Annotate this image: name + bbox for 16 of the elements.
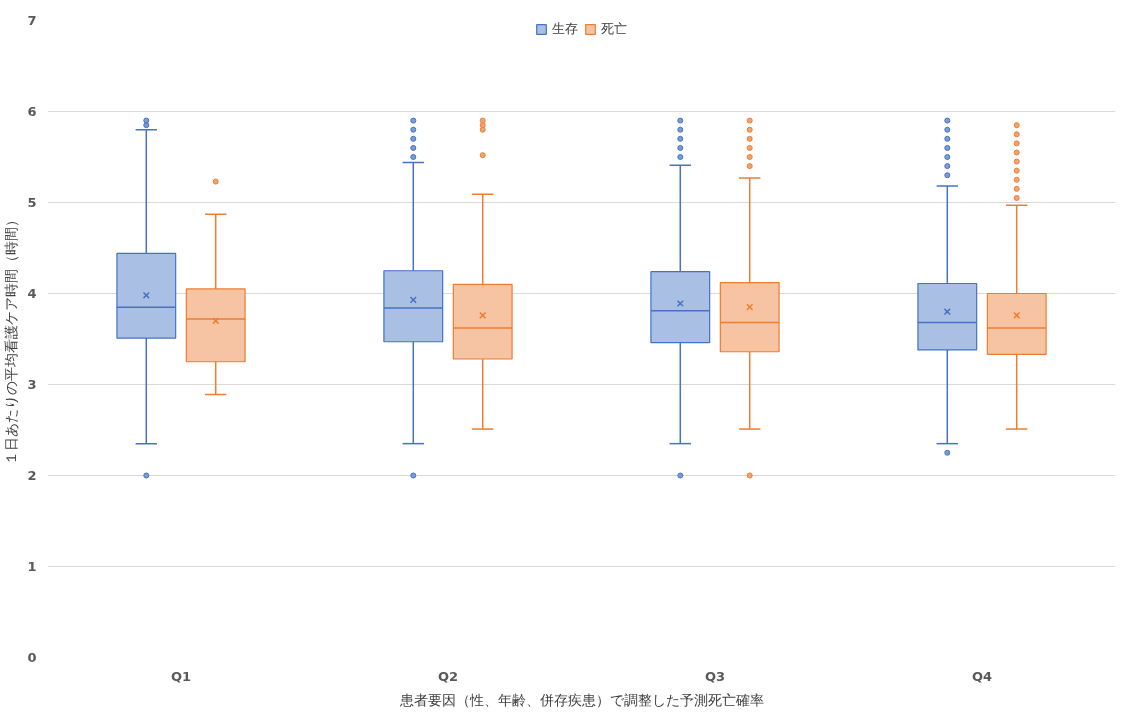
y-axis-title: １日あたりの平均看護ケア時間（時間） [3, 213, 20, 465]
y-tick-label: 2 [27, 468, 37, 483]
x-tick-label: Q1 [170, 668, 192, 684]
x-tick-label: Q4 [971, 668, 993, 684]
legend-label: 死亡 [601, 20, 627, 38]
y-tick-label: 6 [27, 104, 37, 119]
y-tick-label: 5 [27, 195, 37, 210]
y-tick-label: 7 [27, 13, 37, 28]
x-tick-label: Q3 [704, 668, 726, 684]
x-tick-label: Q2 [437, 668, 459, 684]
y-tick-label: 4 [27, 286, 37, 301]
legend-label: 生存 [552, 20, 578, 38]
y-tick-label: 0 [27, 650, 37, 665]
y-tick-label: 1 [27, 559, 37, 574]
x-axis-title: 患者要因（性、年齢、併存疾患）で調整した予測死亡確率 [398, 691, 764, 708]
y-tick-label: 3 [27, 377, 37, 392]
